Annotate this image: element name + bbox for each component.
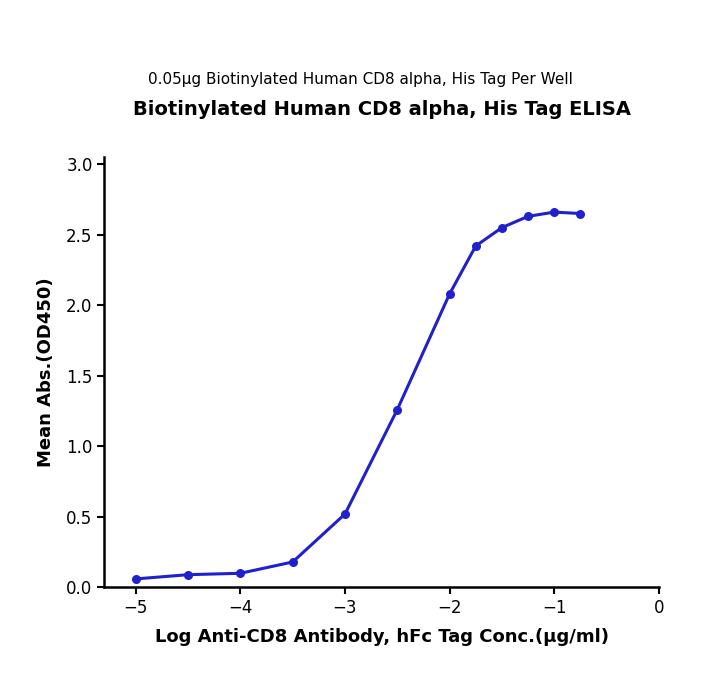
X-axis label: Log Anti-CD8 Antibody, hFc Tag Conc.(μg/ml): Log Anti-CD8 Antibody, hFc Tag Conc.(μg/… — [155, 628, 608, 646]
Title: Biotinylated Human CD8 alpha, His Tag ELISA: Biotinylated Human CD8 alpha, His Tag EL… — [132, 100, 631, 120]
Text: 0.05μg Biotinylated Human CD8 alpha, His Tag Per Well: 0.05μg Biotinylated Human CD8 alpha, His… — [148, 72, 572, 87]
Y-axis label: Mean Abs.(OD450): Mean Abs.(OD450) — [37, 277, 55, 467]
